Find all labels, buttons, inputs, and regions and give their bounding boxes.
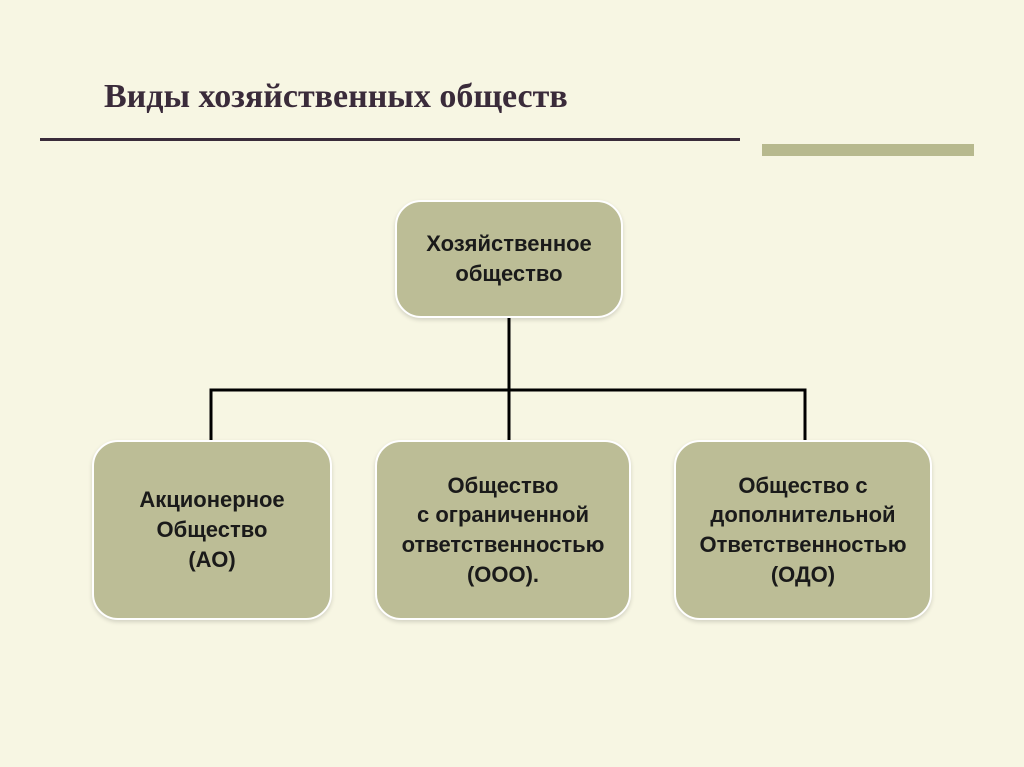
rule-light	[762, 144, 974, 156]
slide: Виды хозяйственных обществ Хозяйственное…	[0, 0, 1024, 767]
slide-title: Виды хозяйственных обществ	[104, 78, 568, 116]
connector-2	[509, 318, 805, 440]
connector-0	[211, 318, 509, 440]
rule-dark	[40, 138, 740, 141]
tree-child-1: Обществос ограниченнойответственностью(О…	[375, 440, 631, 620]
org-tree: Хозяйственноеобщество АкционерноеОбщество…	[0, 165, 1024, 685]
tree-child-0: АкционерноеОбщество(АО)	[92, 440, 332, 620]
tree-root: Хозяйственноеобщество	[395, 200, 623, 318]
tree-child-2: Общество сдополнительнойОтветственностью…	[674, 440, 932, 620]
